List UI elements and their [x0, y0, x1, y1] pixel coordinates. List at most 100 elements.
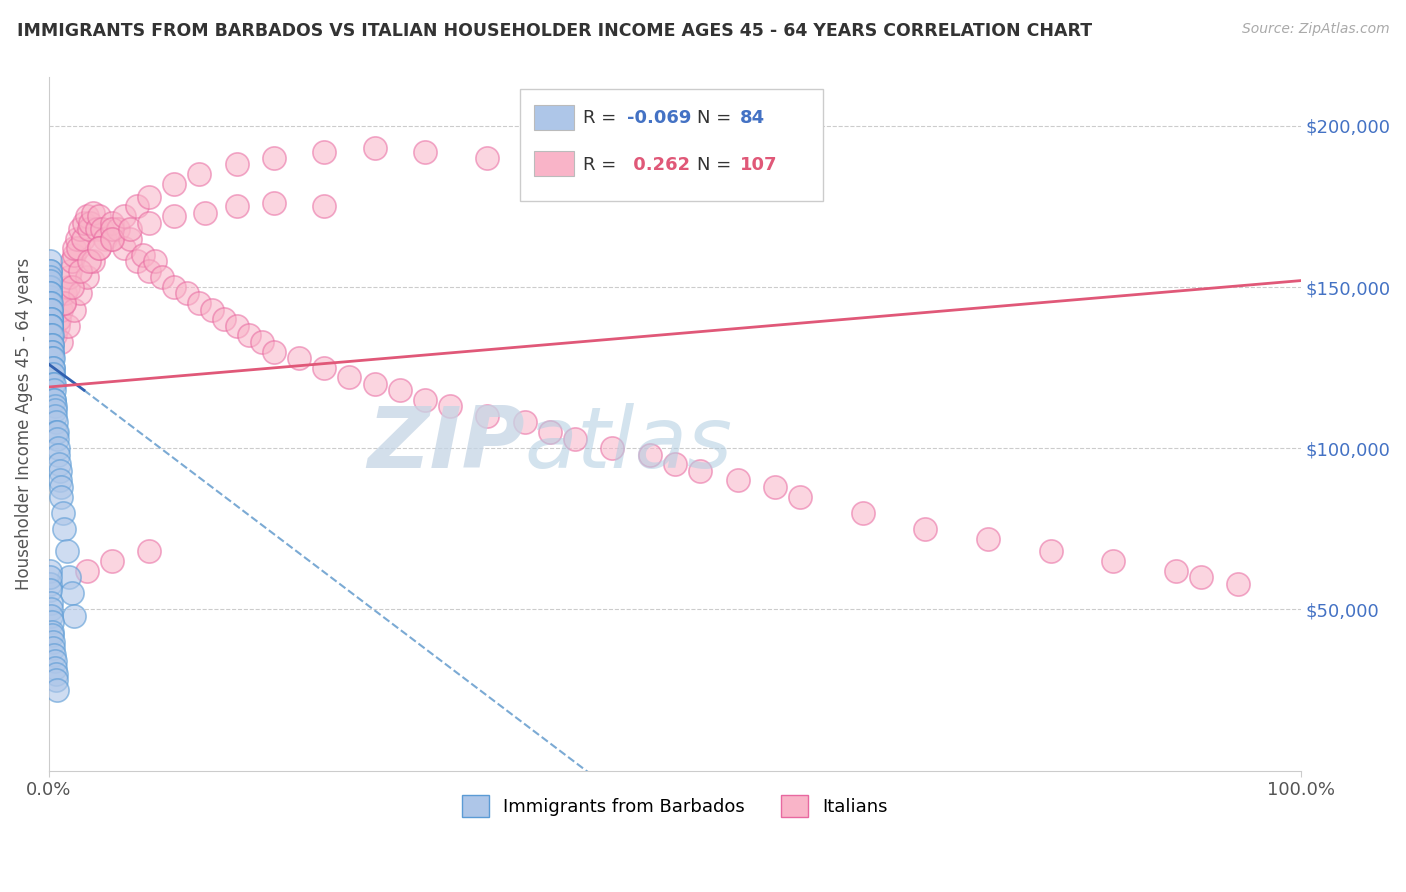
Point: [250, 334, 273, 349]
Point: [53, 286, 76, 301]
Y-axis label: Householder Income Ages 45 - 64 years: Householder Income Ages 45 - 64 years: [15, 258, 32, 591]
Point: [42, 360, 65, 375]
Point: [39, 286, 62, 301]
Point: [82, 254, 104, 268]
Point: [477, 409, 499, 423]
Text: N =: N =: [697, 156, 737, 174]
Point: [42, 634, 65, 648]
Point: [42, 367, 65, 381]
Point: [39, 312, 62, 326]
Point: [112, 241, 135, 255]
Point: [77, 222, 100, 236]
Point: [44, 654, 66, 668]
Point: [100, 232, 122, 246]
Point: [42, 383, 65, 397]
Point: [1102, 554, 1125, 568]
Text: Source: ZipAtlas.com: Source: ZipAtlas.com: [1241, 22, 1389, 37]
Legend: Immigrants from Barbados, Italians: Immigrants from Barbados, Italians: [454, 788, 896, 824]
Point: [314, 360, 336, 375]
Point: [48, 464, 70, 478]
Point: [914, 522, 936, 536]
Point: [763, 480, 786, 494]
Point: [188, 296, 211, 310]
Point: [150, 270, 173, 285]
Point: [439, 400, 461, 414]
Point: [52, 506, 75, 520]
Point: [852, 506, 875, 520]
Point: [46, 683, 69, 698]
Point: [86, 222, 108, 236]
Point: [45, 425, 67, 439]
Point: [42, 376, 65, 391]
Point: [51, 302, 73, 317]
Point: [314, 199, 336, 213]
Point: [538, 157, 561, 171]
Point: [477, 151, 499, 165]
Point: [145, 254, 167, 268]
Point: [39, 576, 62, 591]
Point: [60, 280, 83, 294]
Point: [39, 296, 62, 310]
Point: [41, 338, 63, 352]
Text: R =: R =: [583, 110, 623, 128]
Text: N =: N =: [697, 110, 737, 128]
Point: [42, 360, 65, 375]
Point: [45, 667, 67, 681]
Point: [41, 615, 63, 630]
Point: [664, 458, 686, 472]
Point: [39, 596, 62, 610]
Point: [69, 286, 91, 301]
Point: [39, 570, 62, 584]
Point: [388, 383, 411, 397]
Point: [42, 367, 65, 381]
Point: [76, 564, 98, 578]
Point: [87, 241, 110, 255]
Point: [214, 312, 236, 326]
Point: [1039, 544, 1062, 558]
Point: [39, 602, 62, 616]
Point: [38, 286, 60, 301]
Point: [363, 141, 385, 155]
Point: [100, 554, 122, 568]
Point: [42, 648, 65, 662]
Point: [60, 586, 83, 600]
Point: [39, 306, 62, 320]
Point: [977, 532, 1000, 546]
Point: [38, 254, 60, 268]
Point: [225, 318, 247, 333]
Point: [263, 344, 285, 359]
Point: [38, 264, 60, 278]
Point: [100, 232, 122, 246]
Text: ZIP: ZIP: [367, 403, 524, 486]
Point: [602, 442, 624, 456]
Point: [39, 286, 62, 301]
Point: [41, 344, 63, 359]
Point: [1227, 576, 1250, 591]
Point: [513, 416, 536, 430]
Text: atlas: atlas: [524, 403, 733, 486]
Point: [39, 312, 62, 326]
Point: [72, 232, 94, 246]
Point: [225, 157, 247, 171]
Point: [66, 241, 89, 255]
Point: [39, 280, 62, 294]
Point: [41, 351, 63, 365]
Point: [39, 302, 62, 317]
Point: [163, 209, 186, 223]
Point: [41, 328, 63, 343]
Point: [120, 222, 142, 236]
Point: [90, 222, 112, 236]
Point: [39, 312, 62, 326]
Point: [63, 302, 86, 317]
Point: [53, 522, 76, 536]
Point: [41, 625, 63, 640]
Point: [44, 409, 66, 423]
Point: [789, 490, 811, 504]
Point: [44, 400, 66, 414]
Point: [39, 302, 62, 317]
Point: [94, 232, 117, 246]
Point: [44, 328, 66, 343]
Point: [79, 215, 101, 229]
Point: [41, 318, 63, 333]
Point: [138, 215, 160, 229]
